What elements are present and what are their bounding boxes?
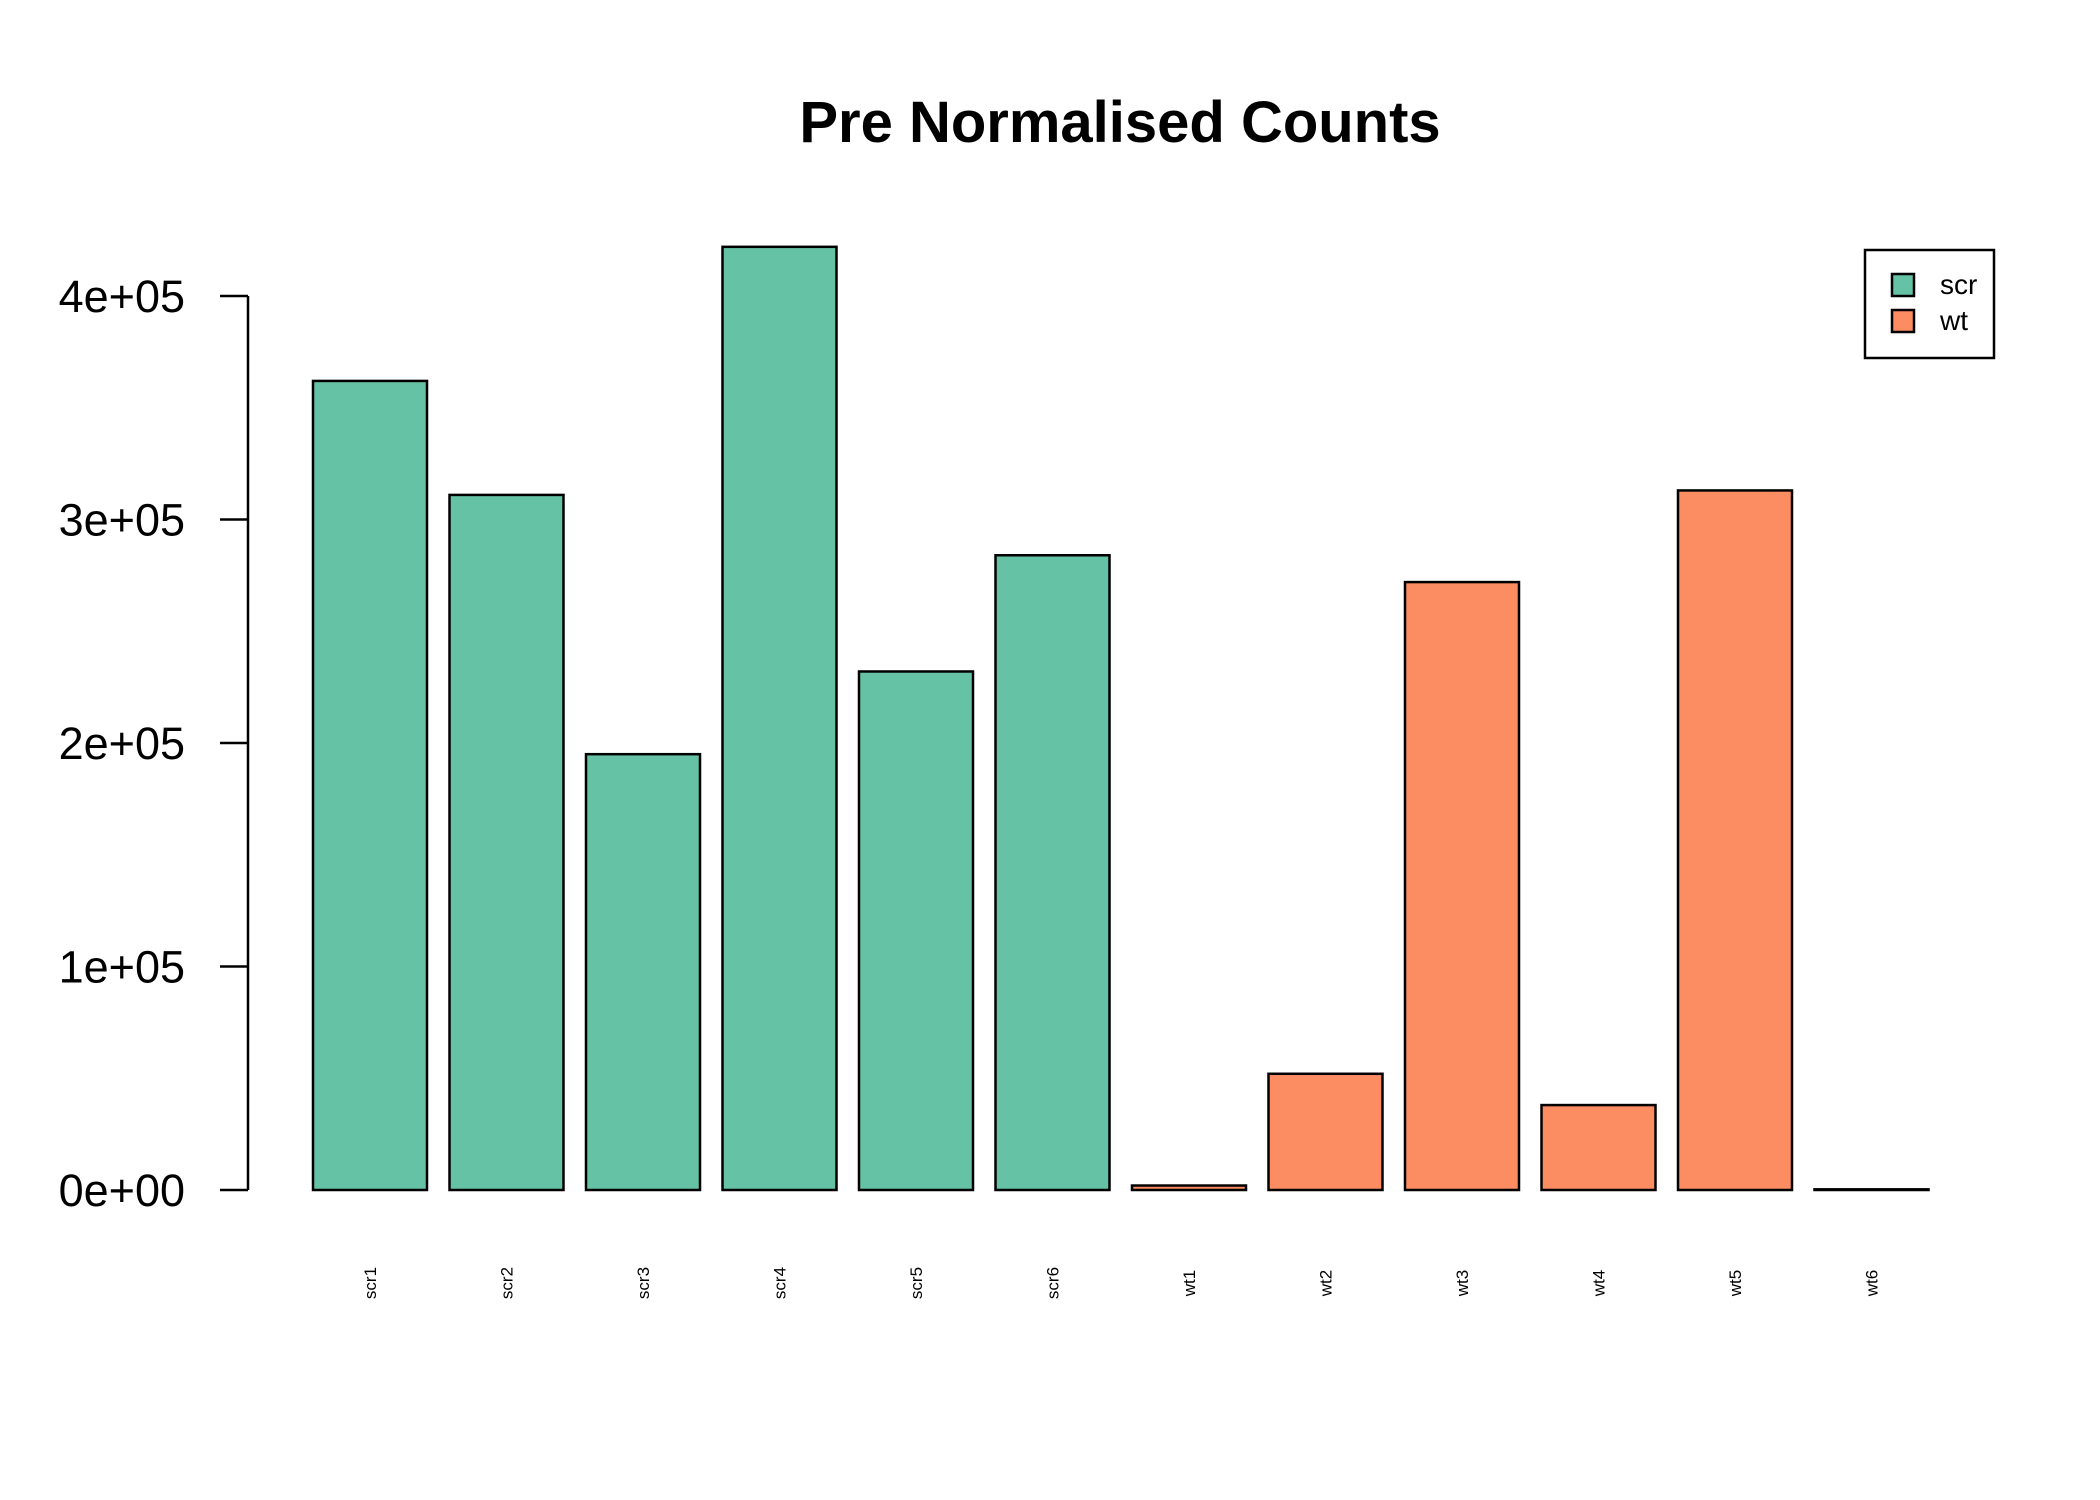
- x-tick-label: scr4: [771, 1267, 790, 1299]
- bar-wt5: [1676, 489, 1794, 1192]
- bar-wt1: [1130, 1184, 1248, 1192]
- y-tick-label: 2e+05: [59, 718, 185, 769]
- y-tick-label: 1e+05: [59, 942, 185, 993]
- bar-wt2: [1267, 1072, 1384, 1192]
- bar-scr5: [857, 670, 975, 1192]
- x-tick-label: wt5: [1726, 1270, 1745, 1297]
- legend: scr wt: [1863, 248, 1996, 360]
- y-axis: 0e+00 1e+05 2e+05 3e+05 4e+05: [59, 271, 250, 1216]
- x-tick-label: wt4: [1590, 1270, 1609, 1297]
- y-tick-label: 0e+00: [59, 1165, 185, 1216]
- bar-wt6: [1813, 1188, 1930, 1192]
- x-tick-label: wt1: [1180, 1270, 1199, 1297]
- bar-scr4: [721, 245, 838, 1192]
- bars: [311, 245, 1930, 1192]
- legend-swatch-wt: [1890, 308, 1916, 334]
- x-tick-label: wt6: [1863, 1270, 1882, 1297]
- bar-scr2: [448, 493, 565, 1192]
- legend-label-scr: scr: [1940, 269, 1977, 300]
- legend-label-wt: wt: [1939, 305, 1968, 336]
- bar-scr6: [994, 554, 1111, 1192]
- bar-wt3: [1403, 580, 1521, 1192]
- bar-scr1: [311, 379, 429, 1192]
- bar-wt4: [1540, 1103, 1657, 1192]
- x-tick-labels: scr1 scr2 scr3 scr4 scr5 scr6 wt1 wt2 wt3 wt4 wt5 w…: [361, 1267, 1882, 1299]
- x-tick-label: wt2: [1317, 1270, 1336, 1297]
- x-tick-label: scr1: [361, 1267, 380, 1299]
- x-tick-label: scr3: [634, 1267, 653, 1299]
- x-tick-label: scr6: [1044, 1267, 1063, 1299]
- legend-box: [1863, 248, 1996, 360]
- x-tick-label: wt3: [1453, 1270, 1472, 1297]
- legend-swatch-scr: [1890, 272, 1916, 298]
- chart-title: Pre Normalised Counts: [799, 90, 1440, 155]
- bar-scr3: [584, 752, 702, 1192]
- y-tick-label: 4e+05: [59, 271, 185, 322]
- y-tick-label: 3e+05: [59, 495, 185, 546]
- x-tick-label: scr5: [907, 1267, 926, 1299]
- x-tick-label: scr2: [498, 1267, 517, 1299]
